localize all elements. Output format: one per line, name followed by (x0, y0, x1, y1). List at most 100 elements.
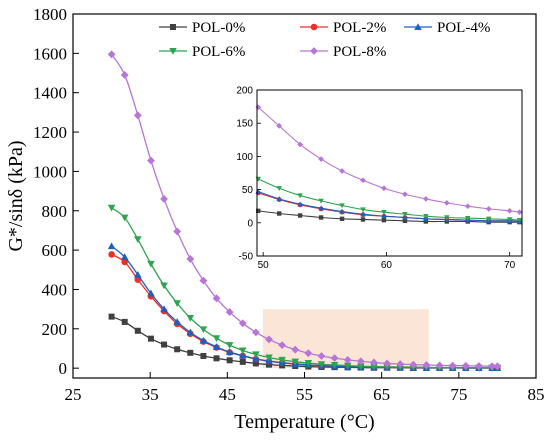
inset-data-point-3-3 (318, 198, 324, 204)
data-point-2-2 (134, 270, 142, 278)
data-point-0-10 (239, 358, 246, 365)
inset-data-point-0-0 (256, 208, 261, 214)
data-point-2-3 (147, 289, 155, 297)
legend-item-3: POL-6% (159, 44, 245, 60)
x-tick-label-1: 35 (142, 385, 159, 404)
y-tick-label-6: 1200 (33, 123, 67, 142)
y-tick-label-3: 600 (42, 241, 68, 260)
inset-y-tick-label-5: 200 (236, 86, 253, 97)
inset-data-point-2-7 (402, 214, 408, 220)
data-point-4-24 (422, 361, 431, 369)
data-point-4-18 (343, 355, 352, 364)
data-point-3-8 (212, 335, 221, 343)
data-point-2-6 (186, 328, 195, 336)
inset-data-point-3-10 (465, 215, 471, 221)
data-point-4-6 (186, 255, 195, 263)
inset-y-tick-label-2: 50 (242, 185, 254, 196)
data-point-2-5 (173, 318, 181, 325)
data-point-3-5 (173, 300, 181, 307)
legend-item-4: POL-8% (300, 44, 386, 60)
data-point-0-12 (266, 361, 273, 368)
inset-data-point-0-6 (381, 217, 387, 223)
inset-data-point-4-11 (485, 205, 492, 212)
x-axis-title: Temperature (°C) (234, 411, 374, 433)
legend-marker-1 (310, 23, 318, 31)
x-tick-label-0: 25 (65, 385, 82, 404)
legend-marker-0 (170, 24, 176, 30)
inset-data-point-2-2 (297, 201, 303, 207)
inset-data-point-0-1 (276, 211, 282, 216)
data-point-2-1 (120, 253, 129, 260)
inset-data-point-4-7 (402, 191, 408, 198)
data-point-4-17 (330, 354, 339, 363)
inset-y-tick-label-3: 100 (236, 152, 253, 163)
data-point-4-7 (199, 276, 208, 285)
y-tick-label-5: 1000 (33, 162, 67, 181)
data-point-2-9 (225, 348, 234, 356)
data-point-0-5 (174, 346, 181, 353)
data-point-4-21 (383, 359, 391, 368)
legend-item-2: POL-4% (404, 20, 490, 36)
data-point-4-1 (120, 71, 129, 79)
data-point-2-0 (107, 242, 116, 250)
data-point-3-13 (278, 356, 286, 364)
data-point-4-28 (474, 362, 483, 370)
inset-data-point-4-13 (516, 209, 523, 216)
legend-label-4: POL-8% (333, 44, 386, 60)
inset-data-point-2-5 (360, 211, 366, 217)
data-point-3-1 (120, 214, 129, 222)
data-point-4-27 (461, 361, 470, 370)
inset-data-point-0-7 (402, 218, 408, 224)
data-point-4-14 (291, 345, 300, 354)
inset-data-point-4-4 (339, 168, 345, 174)
inset-data-point-0-8 (423, 219, 429, 224)
legend-marker-4 (310, 47, 318, 55)
inset-data-point-3-8 (423, 213, 429, 219)
data-point-1-1 (121, 258, 129, 266)
data-point-0-8 (213, 355, 220, 362)
inset-frame (256, 89, 523, 257)
data-point-0-1 (121, 318, 128, 325)
data-point-3-10 (239, 347, 247, 355)
data-point-4-3 (147, 156, 155, 165)
data-point-2-8 (212, 343, 221, 350)
legend-label-3: POL-6% (192, 44, 245, 60)
data-point-4-11 (251, 328, 260, 337)
legend-marker-2 (414, 23, 422, 30)
inset-x-tick-label-2: 70 (504, 260, 516, 271)
legend-marker-3 (169, 48, 177, 55)
inset-data-point-3-11 (485, 216, 492, 222)
inset-data-point-3-6 (381, 209, 387, 215)
y-tick-label-4: 800 (42, 202, 68, 221)
x-tick-label-2: 45 (219, 385, 236, 404)
data-point-4-20 (370, 358, 378, 367)
main-plot: 25 35 45 55 65 75 8502004006008001000120014001… (5, 5, 545, 433)
y-tick-label-7: 1400 (33, 84, 67, 103)
inset-data-point-2-1 (276, 196, 282, 202)
data-point-4-26 (448, 361, 457, 370)
legend-label-2: POL-4% (437, 20, 490, 36)
data-point-3-18 (343, 362, 352, 370)
inset-data-point-3-9 (444, 215, 450, 221)
data-point-3-14 (291, 358, 299, 366)
x-tick-label-6: 85 (528, 385, 545, 404)
data-point-3-4 (160, 282, 168, 290)
data-point-3-7 (199, 326, 208, 334)
data-point-2-11 (252, 354, 260, 362)
inset-data-point-0-5 (360, 217, 366, 222)
data-point-4-29 (488, 362, 496, 371)
data-point-4-10 (238, 319, 247, 328)
data-point-0-6 (187, 349, 194, 356)
inset-data-point-4-8 (423, 196, 429, 202)
data-point-4-25 (435, 361, 444, 370)
inset-data-point-4-9 (443, 200, 450, 206)
data-point-4-16 (317, 352, 326, 360)
inset-series-line-2 (258, 191, 520, 223)
data-point-4-22 (396, 360, 405, 368)
data-point-4-8 (212, 294, 221, 303)
legend-label-0: POL-0% (192, 20, 245, 36)
data-point-2-10 (239, 351, 247, 359)
inset-data-point-3-1 (276, 186, 282, 192)
inset-data-point-4-12 (506, 207, 513, 214)
y-tick-label-2: 400 (42, 280, 68, 299)
